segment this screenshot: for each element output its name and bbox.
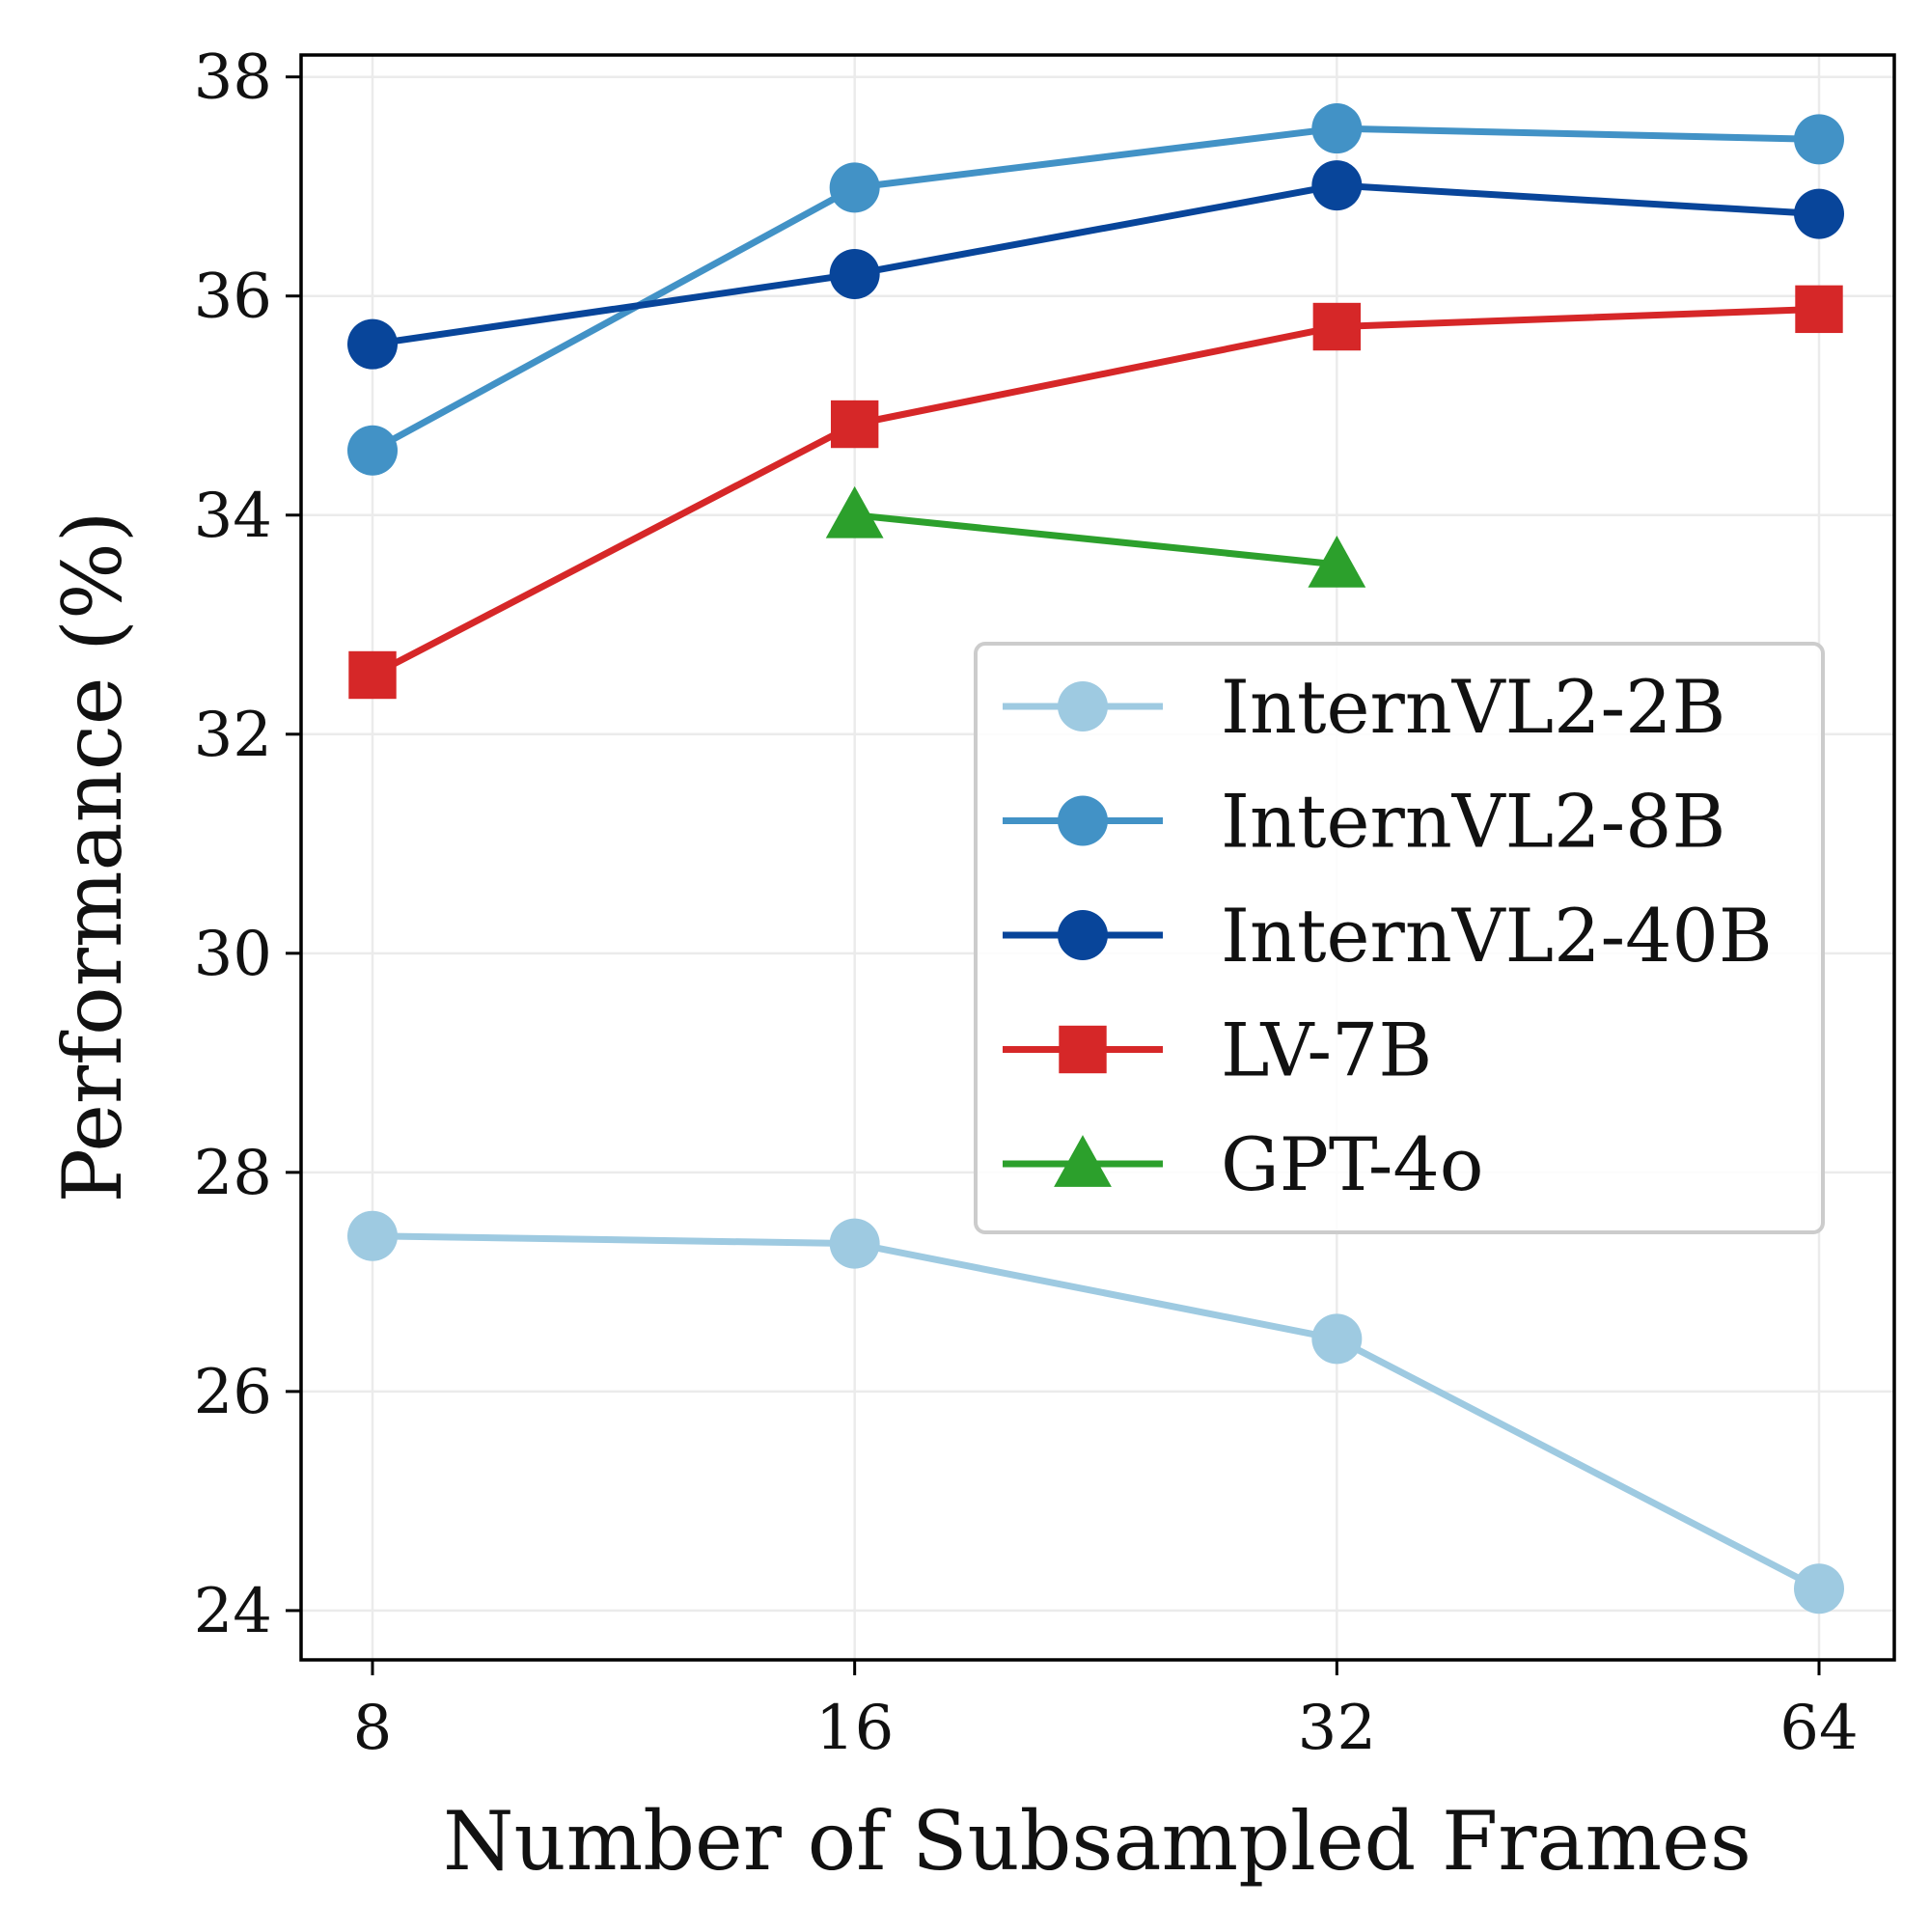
axis-ticks: 8 16 32 64 24 26 28 30 32 34 36 38 [194, 42, 1859, 1764]
series-line [372, 1232, 1821, 1592]
legend-label: InternVL2-8B [1221, 779, 1725, 865]
legend-marker [1058, 910, 1108, 960]
data-point [348, 650, 397, 700]
legend: InternVL2-2B InternVL2-8B InternVL2-40B LV-… [974, 642, 1825, 1234]
legend-marker [1059, 1025, 1107, 1074]
legend-item: LV-7B [1003, 1007, 1432, 1093]
series-internvl2-8b [347, 103, 1844, 476]
legend-box [974, 642, 1825, 1234]
legend-marker [1058, 681, 1108, 731]
data-point [825, 485, 884, 538]
series-line [371, 305, 1820, 678]
data-point [347, 318, 398, 370]
y-tick-label: 34 [194, 481, 272, 552]
data-point [1308, 535, 1366, 588]
series-internvl2-2b [347, 1210, 1844, 1615]
y-tick-label: 32 [194, 700, 272, 771]
series-line [371, 124, 1820, 454]
data-point [1312, 302, 1362, 351]
x-tick-label: 8 [353, 1693, 393, 1764]
y-tick-label: 30 [194, 919, 272, 990]
x-tick-label: 64 [1779, 1693, 1858, 1764]
y-tick-label: 36 [194, 262, 272, 333]
plot-frame [299, 53, 1896, 1662]
data-point [1311, 1313, 1363, 1365]
y-tick-label: 38 [194, 42, 272, 114]
legend-marker [1058, 795, 1108, 846]
legend-item: InternVL2-40B [1003, 893, 1773, 979]
y-tick-label: 26 [194, 1357, 272, 1428]
data-point [1795, 285, 1843, 334]
data-point [1794, 1563, 1844, 1615]
legend-item: InternVL2-8B [1003, 779, 1725, 865]
legend-item: GPT-4o [1003, 1121, 1484, 1207]
series-internvl2-40b [347, 160, 1844, 370]
y-tick-label: 24 [194, 1576, 272, 1647]
data-point [1311, 160, 1363, 211]
series-line [372, 181, 1820, 348]
data-point [347, 425, 398, 476]
data-point [829, 162, 880, 213]
y-tick-label: 28 [194, 1138, 272, 1209]
data-point [347, 1210, 398, 1261]
legend-marker [1054, 1135, 1112, 1187]
legend-item: InternVL2-2B [1003, 664, 1725, 750]
series-layer [347, 103, 1844, 1615]
legend-label: InternVL2-2B [1221, 664, 1725, 750]
data-point [830, 400, 879, 449]
legend-label: LV-7B [1221, 1007, 1432, 1093]
series-lv-7b [348, 285, 1843, 700]
legend-label: InternVL2-40B [1221, 893, 1773, 979]
series-line [854, 511, 1337, 568]
legend-label: GPT-4o [1221, 1121, 1484, 1207]
x-tick-label: 16 [815, 1693, 894, 1764]
data-point [1794, 188, 1844, 239]
data-point [1794, 114, 1844, 165]
data-point [829, 1218, 880, 1269]
x-tick-label: 32 [1298, 1693, 1376, 1764]
data-point [829, 249, 880, 300]
y-axis-title: Performance (%) [45, 511, 140, 1202]
data-point [1311, 103, 1363, 154]
series-gpt-4o [825, 485, 1366, 588]
x-axis-title: Number of Subsampled Frames [443, 1794, 1751, 1889]
